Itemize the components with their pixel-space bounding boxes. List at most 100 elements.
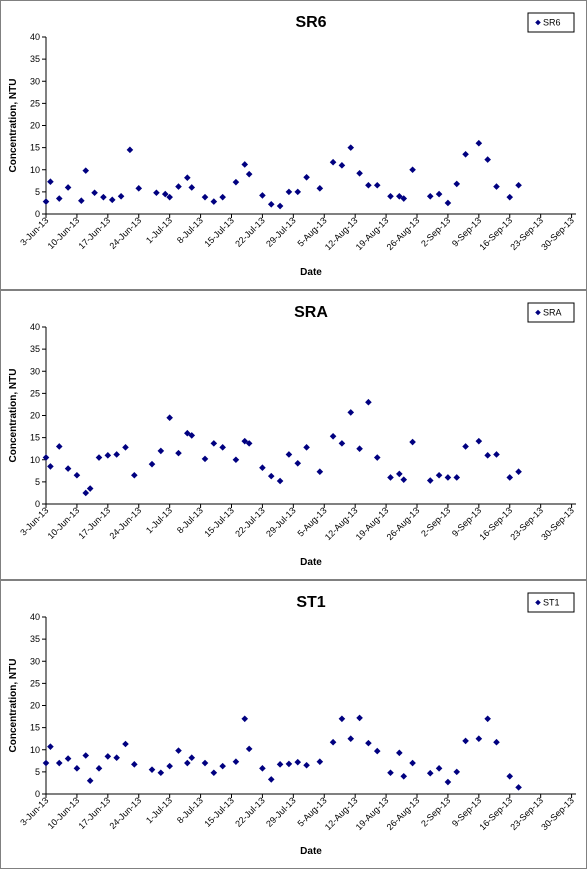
data-point-sr6 xyxy=(365,181,372,189)
data-point-sr6 xyxy=(475,139,483,147)
data-point-sra xyxy=(122,444,129,451)
data-point-sra xyxy=(95,454,103,461)
data-point-st1 xyxy=(426,769,434,777)
data-point-sr6 xyxy=(329,158,337,166)
data-point-st1 xyxy=(515,784,522,791)
data-point-st1 xyxy=(356,714,363,722)
chart-frame xyxy=(0,290,587,580)
chart-title: SR6 xyxy=(295,14,326,31)
data-point-sra xyxy=(435,471,443,479)
data-point-sr6 xyxy=(285,188,293,196)
data-point-sra xyxy=(73,471,81,479)
data-point-st1 xyxy=(148,766,156,773)
data-point-st1 xyxy=(95,765,103,772)
legend-marker xyxy=(535,309,541,316)
data-point-sr6 xyxy=(515,181,522,189)
data-point-sr6 xyxy=(493,183,500,190)
data-point-st1 xyxy=(122,740,129,748)
data-point-st1 xyxy=(201,759,209,767)
data-point-sr6 xyxy=(506,193,514,201)
data-point-sra xyxy=(42,454,50,461)
data-point-st1 xyxy=(113,754,120,762)
data-point-st1 xyxy=(42,759,50,767)
chart-svg-sra: SRA05101520253035403-Jun-1310-Jun-1317-J… xyxy=(0,290,587,580)
data-point-sra xyxy=(241,437,249,445)
data-point-sra xyxy=(64,465,72,472)
chart-title: SRA xyxy=(294,304,328,321)
y-tick-label: 30 xyxy=(30,76,40,86)
legend-box xyxy=(527,592,575,613)
data-point-sr6 xyxy=(294,188,302,196)
data-point-st1 xyxy=(329,738,337,746)
y-tick-label: 40 xyxy=(30,32,40,42)
data-point-sra xyxy=(316,468,324,475)
y-tick-label: 10 xyxy=(30,455,40,465)
data-point-sr6 xyxy=(64,184,72,191)
y-tick-label: 0 xyxy=(35,789,40,799)
data-point-sra xyxy=(400,476,408,483)
data-point-st1 xyxy=(55,759,63,767)
data-point-sra xyxy=(426,477,434,484)
chart-title: ST1 xyxy=(296,594,325,611)
y-tick-label: 30 xyxy=(30,656,40,666)
data-point-sr6 xyxy=(82,167,90,174)
data-point-sr6 xyxy=(47,178,54,185)
legend-box xyxy=(527,12,575,33)
data-point-sra xyxy=(338,440,346,447)
data-point-sr6 xyxy=(396,193,403,200)
data-point-sr6 xyxy=(462,150,469,158)
data-point-sra xyxy=(365,398,372,406)
chart-panel-sra: SRA 0 5 10 15 20 25 30 35 40 3-Jun-13 10-Jun-13 17-J… xyxy=(0,290,587,580)
data-point-sr6 xyxy=(188,184,196,191)
chart-panel-sr6: SR6 0 5 10 15 20 25 30 35 40 3-Jun-13 10-Jun-13 17-J… xyxy=(0,0,587,290)
data-point-st1 xyxy=(373,747,381,755)
data-point-sra xyxy=(303,444,310,451)
data-point-sra xyxy=(82,489,90,497)
data-point-sr6 xyxy=(201,193,209,201)
data-point-sra xyxy=(347,409,355,416)
y-tick-label: 25 xyxy=(30,388,40,398)
data-point-sr6 xyxy=(259,192,266,199)
data-point-sr6 xyxy=(219,193,226,201)
legend-label: SR6 xyxy=(543,18,561,28)
data-point-st1 xyxy=(241,715,249,723)
data-point-sra xyxy=(276,477,284,485)
data-point-sra xyxy=(285,451,293,458)
y-tick-label: 35 xyxy=(30,54,40,64)
data-point-sr6 xyxy=(55,195,63,202)
data-point-sr6 xyxy=(166,193,173,201)
data-point-sr6 xyxy=(161,190,169,198)
y-tick-label: 10 xyxy=(30,165,40,175)
data-point-sra xyxy=(484,452,491,459)
data-point-sr6 xyxy=(484,156,491,163)
y-tick-label: 10 xyxy=(30,745,40,755)
data-point-st1 xyxy=(303,761,310,769)
y-tick-label: 0 xyxy=(35,209,40,219)
data-point-sra xyxy=(453,474,461,481)
data-point-sr6 xyxy=(276,202,284,210)
data-point-sr6 xyxy=(42,198,50,205)
y-tick-label: 35 xyxy=(30,634,40,644)
data-point-sr6 xyxy=(184,174,191,182)
data-point-st1 xyxy=(294,758,302,766)
chart-svg-st1: ST105101520253035403-Jun-1310-Jun-1317-J… xyxy=(0,580,587,869)
data-point-st1 xyxy=(104,753,112,760)
data-point-sra xyxy=(201,455,209,463)
data-point-sr6 xyxy=(303,173,310,181)
data-point-st1 xyxy=(285,760,293,768)
data-point-sra xyxy=(188,432,196,439)
data-point-sr6 xyxy=(435,190,443,198)
data-point-st1 xyxy=(64,755,72,762)
data-point-sr6 xyxy=(232,178,240,186)
data-point-sra xyxy=(219,444,226,451)
data-point-sra xyxy=(493,451,500,458)
data-point-sra xyxy=(373,454,381,461)
data-point-st1 xyxy=(86,777,94,785)
data-point-sr6 xyxy=(100,193,107,201)
y-tick-label: 15 xyxy=(30,723,40,733)
data-point-st1 xyxy=(131,761,138,768)
data-point-sr6 xyxy=(267,200,275,208)
legend-label: SRA xyxy=(543,308,562,318)
y-axis-label: Concentration, NTU xyxy=(8,659,19,753)
